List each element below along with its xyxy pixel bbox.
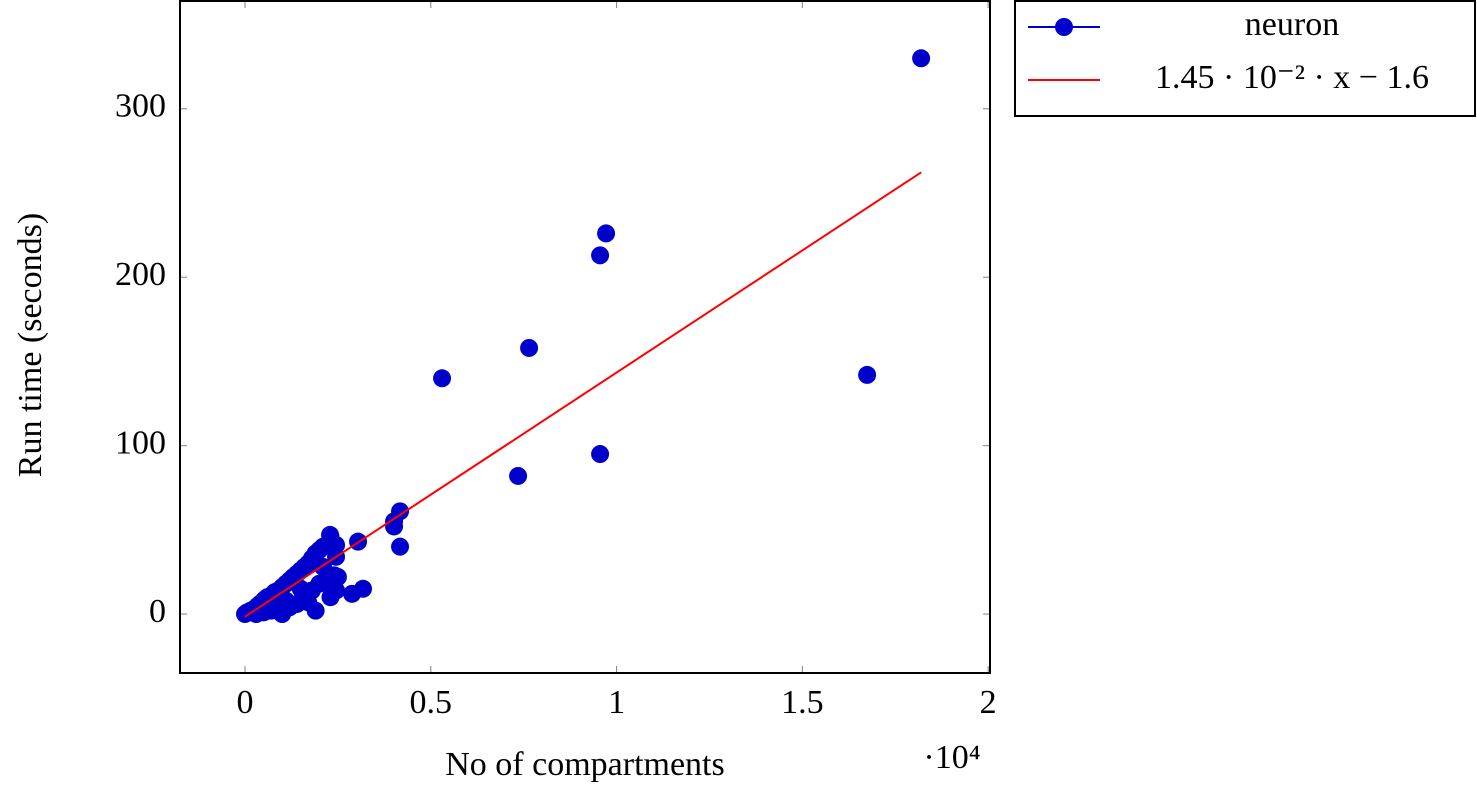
plot-frame	[179, 0, 991, 674]
legend-label: neuron	[1245, 6, 1339, 43]
x-axis-label: No of compartments	[445, 746, 725, 783]
point	[299, 593, 318, 612]
legend-label: 1.45 · 10⁻² · x − 1.6	[1155, 59, 1429, 96]
x-tick-label: 1	[608, 684, 625, 721]
point	[591, 246, 610, 265]
legend-box	[1014, 0, 1476, 117]
point	[291, 579, 310, 598]
y-axis-label: Run time (seconds)	[12, 213, 49, 477]
point	[912, 49, 931, 68]
x-tick-label: 2	[980, 684, 997, 721]
y-tick-label: 300	[115, 88, 166, 125]
point	[858, 365, 877, 384]
point	[327, 581, 346, 600]
point	[323, 534, 342, 553]
point	[433, 369, 452, 388]
legend-marker	[1055, 18, 1073, 36]
point	[385, 517, 404, 536]
point	[520, 338, 539, 357]
point	[328, 568, 347, 586]
point	[591, 445, 610, 464]
x-tick-label: 1.5	[781, 684, 824, 721]
x-tick-label: 0	[237, 684, 254, 721]
point	[391, 537, 410, 556]
fit-line	[244, 171, 922, 618]
point	[343, 584, 362, 603]
point	[597, 224, 616, 243]
x-tick-label: 0.5	[410, 684, 453, 721]
y-tick-label: 100	[115, 424, 166, 461]
y-tick-label: 0	[149, 593, 166, 630]
y-tick-label: 200	[115, 256, 166, 293]
x-multiplier: ·10⁴	[923, 739, 980, 776]
point	[509, 466, 528, 485]
point	[265, 596, 284, 615]
